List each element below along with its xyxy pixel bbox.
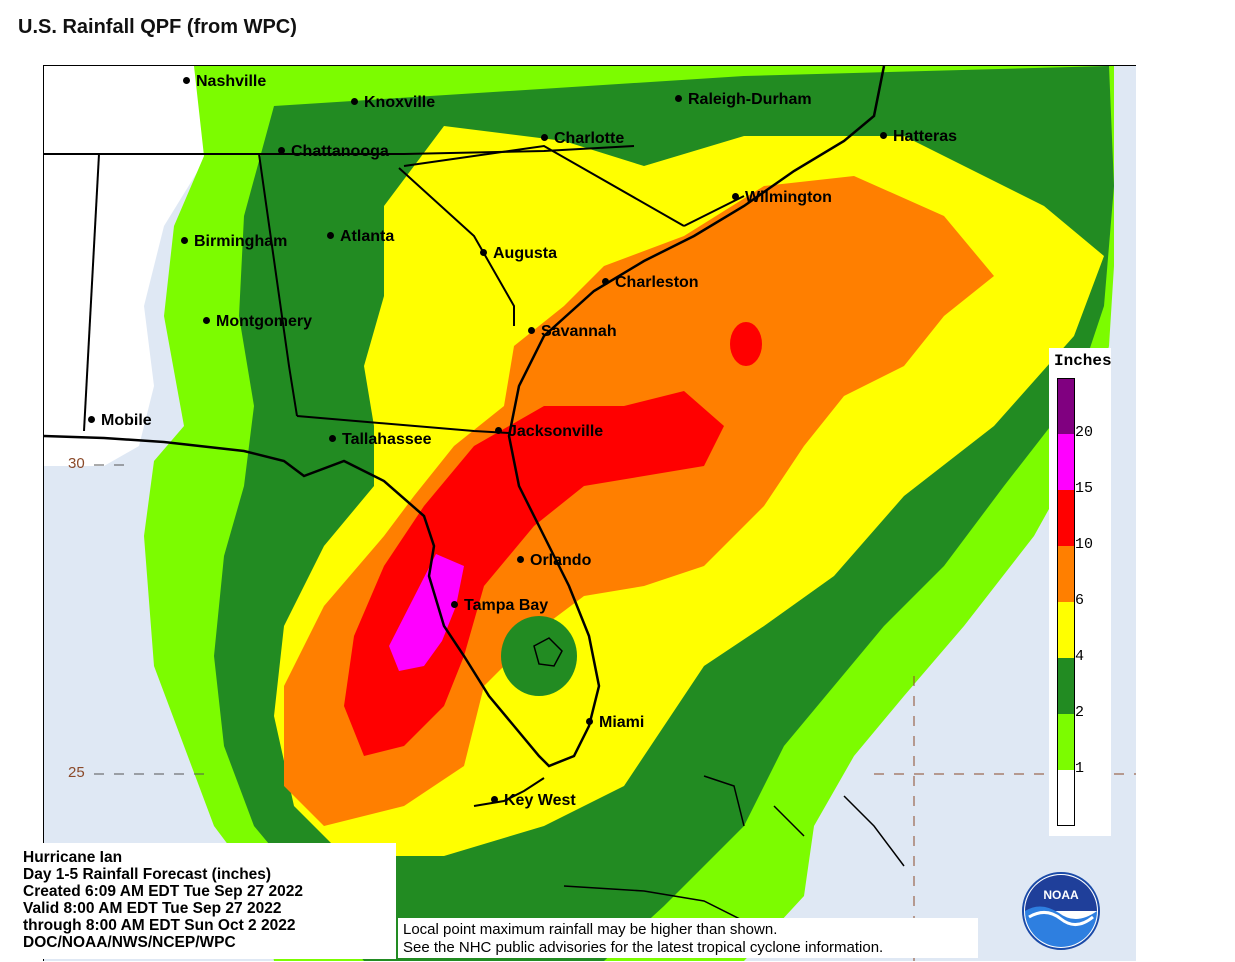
legend-tick-15: 15 — [1075, 480, 1094, 497]
info-forecast-type: Day 1-5 Rainfall Forecast (inches) — [23, 866, 272, 883]
city-dot — [491, 796, 498, 804]
info-valid-from: Valid 8:00 AM EDT Tue Sep 27 2022 — [23, 900, 282, 917]
noaa-logo-text: NOAA — [1043, 888, 1079, 902]
disclaimer-line-2: See the NHC public advisories for the la… — [403, 939, 884, 956]
city-augusta: Augusta — [480, 246, 557, 262]
legend-swatch-10-15 — [1058, 490, 1074, 546]
zone-15-20 — [389, 554, 464, 671]
city-dot — [181, 237, 188, 245]
noaa-logo: NOAA — [1022, 872, 1100, 950]
rainfall-map: 30 25 Nashville Knoxville Raleigh-Durham… — [43, 65, 1136, 961]
info-storm-name: Hurricane Ian — [23, 849, 123, 866]
city-dot — [329, 435, 336, 443]
coastline — [44, 66, 886, 768]
legend-color-bar — [1057, 378, 1075, 826]
info-valid-through: through 8:00 AM EDT Sun Oct 2 2022 — [23, 917, 296, 934]
lat-25-label: 25 — [68, 764, 85, 781]
city-mobile: Mobile — [88, 413, 152, 429]
bahamas-coast — [703, 775, 905, 867]
city-dot — [327, 232, 334, 240]
city-atlanta: Atlanta — [327, 229, 394, 245]
legend-tick-20: 20 — [1075, 424, 1094, 441]
city-nashville: Nashville — [183, 74, 266, 90]
city-savannah: Savannah — [528, 324, 617, 340]
city-dot — [278, 147, 285, 155]
city-birmingham: Birmingham — [181, 234, 287, 250]
city-key-west: Key West — [491, 793, 576, 809]
city-dot — [495, 427, 502, 435]
legend-swatch-0-1 — [1058, 770, 1074, 825]
city-dot — [480, 249, 487, 257]
forecast-info-box: Hurricane Ian Day 1-5 Rainfall Forecast … — [19, 843, 396, 959]
city-dot — [451, 601, 458, 609]
city-jacksonville: Jacksonville — [495, 424, 603, 440]
page-title: U.S. Rainfall QPF (from WPC) — [18, 16, 297, 38]
legend: Inches 20 15 10 6 4 2 1 — [1049, 348, 1112, 836]
legend-tick-4: 4 — [1075, 648, 1085, 665]
disclaimer-box: Local point maximum rainfall may be high… — [398, 918, 978, 958]
city-dot — [675, 95, 682, 103]
rainfall-map-graphic — [44, 66, 1136, 961]
city-dot — [351, 98, 358, 106]
legend-tick-10: 10 — [1075, 536, 1094, 553]
city-dot — [528, 327, 535, 335]
city-hatteras: Hatteras — [880, 129, 957, 145]
city-charleston: Charleston — [602, 275, 699, 291]
city-dot — [517, 556, 524, 564]
zone-2-4-inland — [501, 616, 577, 696]
zone-10-15-offshore — [730, 322, 762, 366]
zone-6-10 — [284, 176, 994, 826]
lake-okeechobee — [533, 637, 563, 667]
city-orlando: Orlando — [517, 553, 591, 569]
lat-30-label: 30 — [68, 455, 85, 472]
florida-keys — [473, 777, 545, 807]
city-montgomery: Montgomery — [203, 314, 312, 330]
city-tallahassee: Tallahassee — [329, 432, 432, 448]
city-chattanooga: Chattanooga — [278, 144, 389, 160]
city-dot — [88, 416, 95, 424]
city-dot — [541, 134, 548, 142]
info-source: DOC/NOAA/NWS/NCEP/WPC — [23, 934, 236, 951]
legend-swatch-6-10 — [1058, 546, 1074, 602]
legend-swatch-1-2 — [1058, 714, 1074, 770]
city-wilmington: Wilmington — [732, 190, 832, 206]
legend-tick-6: 6 — [1075, 592, 1085, 609]
city-dot — [602, 278, 609, 286]
legend-tick-1: 1 — [1075, 760, 1085, 777]
legend-swatch-15-20 — [1058, 434, 1074, 490]
city-dot — [880, 132, 887, 140]
legend-title: Inches — [1054, 352, 1112, 370]
city-raleigh-durham: Raleigh-Durham — [675, 92, 812, 108]
city-miami: Miami — [586, 715, 644, 731]
info-created: Created 6:09 AM EDT Tue Sep 27 2022 — [23, 883, 303, 900]
disclaimer-line-1: Local point maximum rainfall may be high… — [403, 921, 778, 938]
legend-tick-2: 2 — [1075, 704, 1085, 721]
city-dot — [732, 193, 739, 201]
city-charlotte: Charlotte — [541, 131, 624, 147]
city-dot — [203, 317, 210, 325]
city-dot — [586, 718, 593, 726]
legend-swatch-4-6 — [1058, 602, 1074, 658]
state-boundaries — [44, 144, 745, 434]
city-dot — [183, 77, 190, 85]
legend-swatch-above-20 — [1058, 379, 1074, 434]
zone-10-15 — [344, 391, 724, 756]
city-tampa-bay: Tampa Bay — [451, 598, 548, 614]
legend-swatch-2-4 — [1058, 658, 1074, 714]
city-knoxville: Knoxville — [351, 95, 435, 111]
